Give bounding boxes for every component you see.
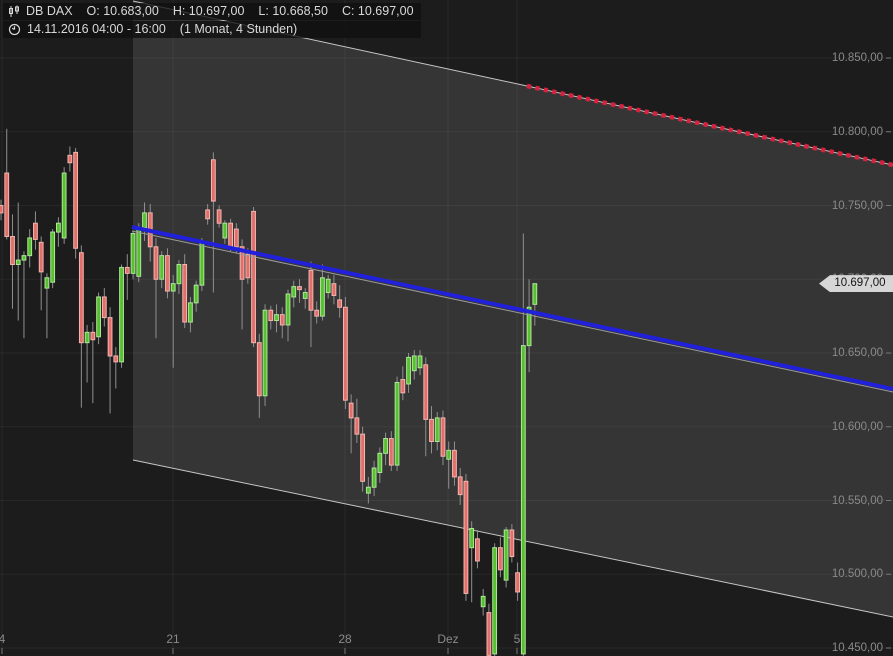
time-label-5: 5 [513, 632, 521, 646]
low-value: L: 10.668,50 [258, 4, 328, 18]
instrument-ohlc-row: DB DAX O: 10.683,00 H: 10.697,00 L: 10.6… [3, 3, 421, 20]
clock-icon [8, 23, 21, 36]
close-value: C: 10.697,00 [341, 4, 414, 18]
price-label-10850: 10.850,00 [831, 52, 883, 64]
time-label-4: 4 [0, 632, 6, 646]
instrument-name: DB DAX [26, 4, 73, 18]
price-label-10450: 10.450,00 [831, 642, 883, 654]
price-label-10600: 10.600,00 [831, 420, 883, 433]
candlestick-icon [8, 5, 20, 18]
open-value: O: 10.683,00 [86, 4, 159, 18]
main-trendline-blue[interactable] [131, 225, 893, 391]
price-label-10650: 10.650,00 [831, 347, 883, 359]
price-label-10800: 10.800,00 [831, 125, 883, 138]
date-range: 14.11.2016 04:00 - 16:00 [27, 22, 166, 36]
resistance-segment-red-dashed[interactable] [526, 83, 893, 168]
candles [0, 128, 538, 656]
last-price-tag: 10.697,00 [819, 275, 893, 293]
price-label-10500: 10.500,00 [831, 568, 883, 581]
high-value: H: 10.697,00 [172, 4, 245, 18]
price-label-10550: 10.550,00 [831, 494, 883, 507]
time-label-21: 21 [166, 632, 180, 646]
channel-median-line[interactable] [131, 230, 893, 393]
price-label-10750: 10.750,00 [831, 199, 883, 212]
time-label-Dez: Dez [437, 632, 459, 646]
time-label-28: 28 [338, 632, 352, 646]
period-label: (1 Monat, 4 Stunden) [179, 22, 298, 36]
info-bar: DB DAX O: 10.683,00 H: 10.697,00 L: 10.6… [3, 3, 421, 39]
date-period-row: 14.11.2016 04:00 - 16:00 (1 Monat, 4 Stu… [3, 21, 421, 38]
